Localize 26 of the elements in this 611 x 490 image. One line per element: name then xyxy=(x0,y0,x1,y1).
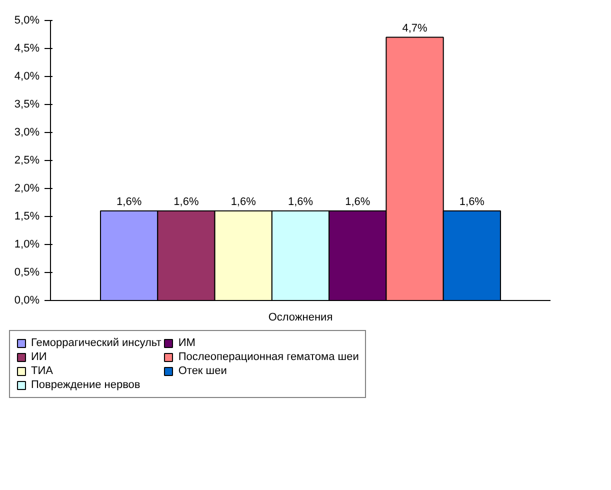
legend-label: ИИ xyxy=(31,351,48,363)
y-tick-label: 3,5% xyxy=(14,98,40,110)
legend-label: ТИА xyxy=(31,365,53,377)
legend-label: ИМ xyxy=(178,337,196,349)
legend-label: Послеоперационная гематома шеи xyxy=(178,351,359,363)
legend-label: Отек шеи xyxy=(178,365,227,377)
data-label: 1,6% xyxy=(459,196,485,208)
y-tick-label: 1,0% xyxy=(14,238,40,250)
data-label: 1,6% xyxy=(174,196,199,208)
y-tick-label: 1,5% xyxy=(14,210,40,222)
y-tick-label: 3,0% xyxy=(14,126,40,138)
y-tick-label: 0,5% xyxy=(14,266,40,278)
legend-label: Геморрагический инсульт xyxy=(31,337,162,349)
data-label: 4,7% xyxy=(402,22,428,34)
y-tick-label: 2,5% xyxy=(14,154,40,166)
legend-label: Повреждение нервов xyxy=(31,379,140,391)
data-label: 1,6% xyxy=(345,196,370,208)
y-tick-label: 4,5% xyxy=(14,42,40,54)
data-label: 1,6% xyxy=(116,196,142,208)
y-tick-label: 0,0% xyxy=(14,294,40,306)
y-tick-label: 5,0% xyxy=(14,14,40,26)
y-tick-label: 4,0% xyxy=(14,70,40,82)
data-label: 1,6% xyxy=(288,196,314,208)
data-label: 1,6% xyxy=(230,196,256,208)
y-tick-label: 2,0% xyxy=(14,182,40,194)
x-tick-label: Осложнения xyxy=(268,312,333,324)
